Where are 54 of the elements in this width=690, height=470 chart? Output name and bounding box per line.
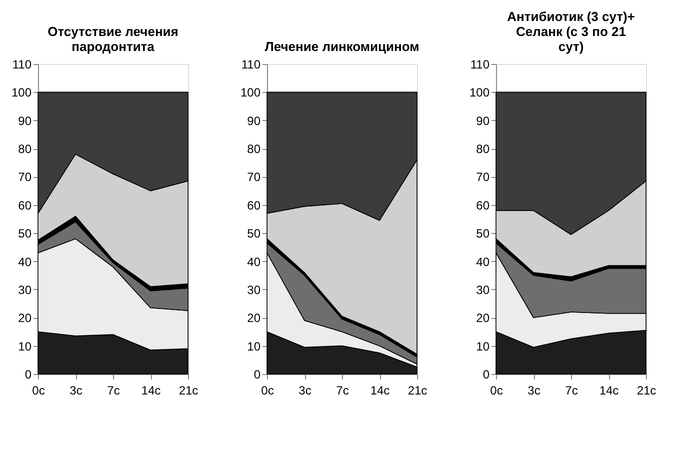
y-tick-label: 40 bbox=[476, 254, 490, 269]
chart-title: Антибиотик (3 сут)+ Селанк (с 3 по 21 сут) bbox=[507, 9, 636, 54]
y-tick-label: 100 bbox=[469, 86, 490, 100]
x-tick-label: 14с bbox=[141, 384, 161, 398]
x-tick-label: 21с bbox=[408, 384, 428, 398]
y-tick-label: 20 bbox=[18, 311, 32, 326]
y-tick-label: 70 bbox=[476, 170, 490, 184]
y-tick-label: 60 bbox=[476, 198, 490, 212]
x-tick-label: 21с bbox=[636, 384, 656, 398]
y-tick-label: 50 bbox=[247, 226, 261, 241]
x-tick-label: 7с bbox=[107, 384, 120, 398]
y-tick-label: 10 bbox=[476, 339, 490, 354]
y-tick-label: 0 bbox=[254, 368, 261, 382]
chart-title: Отсутствие лечения пародонтита bbox=[48, 24, 178, 54]
y-tick-label: 50 bbox=[18, 226, 32, 241]
y-tick-label: 70 bbox=[18, 170, 32, 184]
y-tick-label: 90 bbox=[247, 114, 261, 128]
x-tick-label: 0с bbox=[490, 384, 503, 398]
x-tick-label: 0с bbox=[261, 384, 274, 398]
chart-title: Лечение линкомицином bbox=[264, 39, 420, 54]
y-tick-label: 90 bbox=[476, 114, 490, 128]
y-tick-label: 60 bbox=[247, 198, 261, 212]
x-tick-label: 0с bbox=[32, 384, 45, 398]
y-tick-label: 0 bbox=[24, 368, 32, 382]
x-tick-label: 3с bbox=[528, 384, 540, 398]
y-tick-label: 50 bbox=[476, 226, 490, 241]
x-tick-label: 7с bbox=[565, 384, 578, 398]
x-tick-label: 14с bbox=[370, 384, 390, 398]
y-tick-label: 90 bbox=[18, 114, 32, 128]
x-tick-label: 3с bbox=[298, 384, 312, 398]
x-tick-label: 21с bbox=[178, 384, 198, 398]
y-tick-label: 20 bbox=[247, 311, 261, 326]
y-tick-label: 0 bbox=[482, 368, 490, 382]
y-tick-label: 80 bbox=[476, 142, 490, 156]
y-tick-label: 30 bbox=[476, 282, 490, 297]
y-tick-label: 30 bbox=[247, 282, 261, 297]
y-tick-label: 10 bbox=[247, 339, 261, 354]
x-tick-label: 14с bbox=[599, 384, 619, 398]
y-tick-label: 110 bbox=[470, 58, 490, 72]
y-tick-label: 20 bbox=[476, 311, 490, 326]
x-tick-label: 3с bbox=[70, 384, 82, 398]
y-tick-label: 10 bbox=[18, 339, 32, 354]
y-tick-label: 40 bbox=[247, 254, 261, 269]
y-tick-label: 30 bbox=[18, 282, 32, 297]
x-tick-label: 7с bbox=[336, 384, 349, 398]
y-tick-label: 110 bbox=[12, 58, 32, 72]
y-tick-label: 40 bbox=[18, 254, 32, 269]
y-tick-label: 100 bbox=[240, 86, 261, 100]
y-tick-label: 80 bbox=[18, 142, 32, 156]
y-tick-label: 100 bbox=[11, 86, 32, 100]
y-tick-label: 70 bbox=[247, 170, 261, 184]
y-tick-label: 80 bbox=[247, 142, 261, 156]
y-tick-label: 60 bbox=[18, 198, 32, 212]
y-tick-label: 110 bbox=[241, 58, 261, 72]
